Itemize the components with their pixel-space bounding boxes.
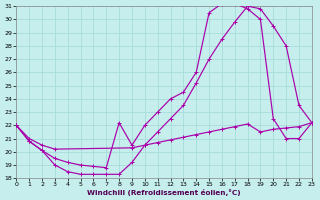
X-axis label: Windchill (Refroidissement éolien,°C): Windchill (Refroidissement éolien,°C) [87, 189, 241, 196]
